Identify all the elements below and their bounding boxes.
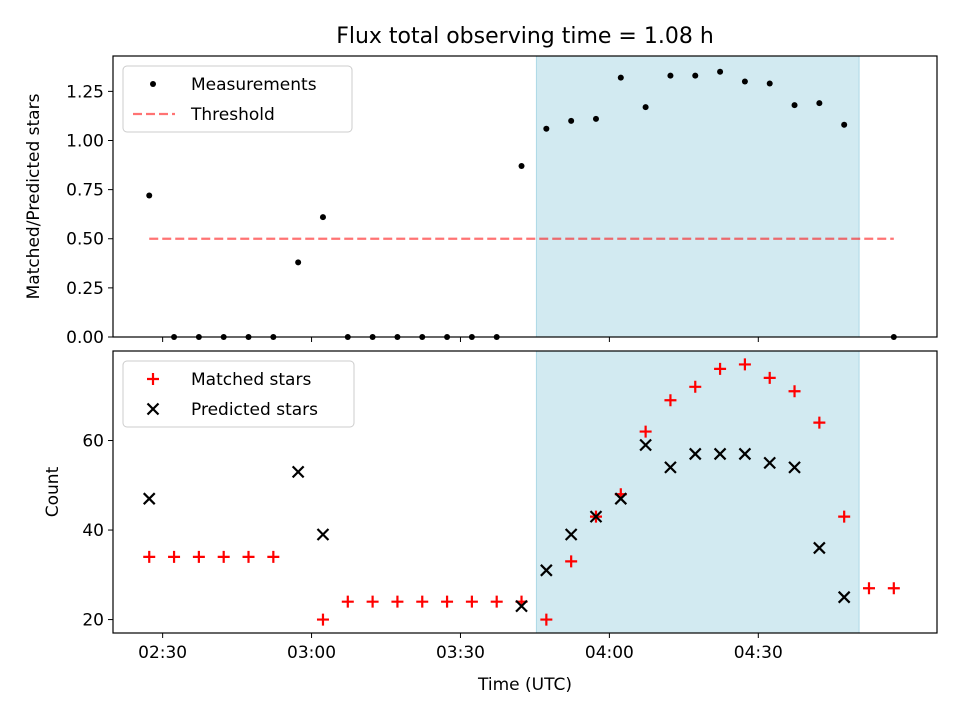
measurement-point (642, 104, 649, 111)
legend: Measurements Threshold (122, 65, 353, 133)
matched-star-point (689, 380, 702, 393)
matched-star-point (242, 550, 255, 563)
matched-star-point (565, 555, 578, 568)
predicted-star-point (738, 447, 752, 461)
highlight-span (535, 350, 860, 634)
measurement-point (617, 74, 624, 81)
measurement-point (319, 214, 326, 221)
matched-star-point (664, 394, 677, 407)
measurement-point (841, 121, 848, 128)
plot-frame (112, 55, 938, 338)
matched-star-point (788, 385, 801, 398)
y-tick-label: 0.50 (66, 230, 104, 250)
predicted-star-point (540, 564, 553, 577)
legend: Matched stars Predicted stars (122, 360, 355, 428)
legend-label: Matched stars (191, 370, 311, 390)
legend-box (122, 360, 355, 428)
matched-star-point (540, 613, 553, 626)
x-tick-label: 04:30 (734, 643, 783, 663)
matched-star-point (217, 550, 230, 563)
matched-star-point (192, 550, 205, 563)
matched-star-point (813, 416, 826, 429)
measurement-point (717, 68, 724, 75)
matched-star-point (391, 595, 404, 608)
predicted-star-point (688, 447, 702, 461)
predicted-star-point (564, 528, 578, 541)
predicted-star-point (837, 590, 851, 604)
legend-label: Measurements (191, 75, 317, 95)
highlight-span (535, 55, 860, 338)
ratio-panel: 0.00 0.25 0.50 0.75 1.00 1.25 Matched/Predicte… (24, 55, 938, 348)
measurement-point (295, 259, 302, 266)
matched-star-point (639, 425, 652, 438)
measurement-point (816, 100, 823, 107)
matched-star-point (366, 595, 379, 608)
measurement-point (568, 117, 575, 124)
measurement-point (741, 78, 748, 85)
predicted-star-point (713, 447, 727, 461)
predicted-star-point (639, 438, 652, 452)
predicted-star-point (291, 465, 305, 479)
matched-star-point (441, 595, 454, 608)
measurement-point (518, 163, 525, 170)
predicted-star-point (664, 461, 677, 474)
matched-star-point (763, 371, 776, 384)
measurement-point (692, 72, 699, 79)
y-tick-label: 60 (82, 432, 104, 452)
y-tick-label: 40 (82, 521, 104, 541)
y-tick-label: 1.25 (66, 82, 104, 102)
matched-star-point (714, 362, 727, 375)
legend-marker-matched (147, 373, 159, 385)
matched-star-point (838, 510, 851, 523)
legend-label: Threshold (190, 105, 275, 125)
predicted-star-point (614, 492, 628, 505)
legend-marker-measurements (150, 81, 156, 87)
legend-box (122, 65, 353, 133)
predicted-star-point (589, 510, 603, 523)
x-axis-label: Time (UTC) (477, 675, 572, 695)
predicted-star-point (788, 461, 801, 474)
y-axis-label: Matched/Predicted stars (24, 93, 44, 299)
matched-star-point (738, 358, 751, 371)
legend-marker-predicted (146, 402, 160, 416)
y-tick-label: 0.00 (66, 328, 104, 348)
plot-frame (112, 350, 938, 634)
matched-star-point (168, 550, 181, 563)
matched-star-point (316, 613, 329, 626)
predicted-star-point (813, 541, 826, 555)
count-panel: 20 40 60 02:30 03:00 03:30 04:00 04:30 Count Matc… (43, 350, 938, 663)
matched-star-point (862, 582, 875, 595)
measurement-point (791, 102, 798, 109)
y-tick-label: 1.00 (66, 131, 104, 151)
measurement-point (667, 72, 674, 79)
chart-title: Flux total observing time = 1.08 h (336, 24, 714, 49)
predicted-star-point (142, 492, 156, 505)
y-tick-label: 0.75 (66, 181, 104, 201)
matched-star-point (267, 550, 280, 563)
matched-star-point (887, 582, 900, 595)
matched-star-point (490, 595, 503, 608)
legend-label: Predicted stars (191, 400, 318, 420)
y-axis-label: Count (43, 466, 63, 517)
x-tick-label: 04:00 (585, 643, 634, 663)
measurement-point (766, 80, 773, 87)
x-tick-label: 03:30 (436, 643, 485, 663)
x-tick-label: 03:00 (287, 643, 336, 663)
matched-star-point (416, 595, 429, 608)
measurement-point (543, 125, 550, 132)
predicted-star-point (763, 456, 776, 470)
predicted-star-point (316, 528, 330, 541)
y-tick-label: 20 (82, 611, 104, 631)
measurement-point (146, 192, 153, 199)
x-tick-label: 02:30 (138, 643, 187, 663)
matched-star-point (143, 550, 156, 563)
matched-star-point (465, 595, 478, 608)
y-tick-label: 0.25 (66, 279, 104, 299)
measurement-point (592, 115, 599, 122)
predicted-star-point (515, 599, 528, 613)
matched-star-point (341, 595, 354, 608)
